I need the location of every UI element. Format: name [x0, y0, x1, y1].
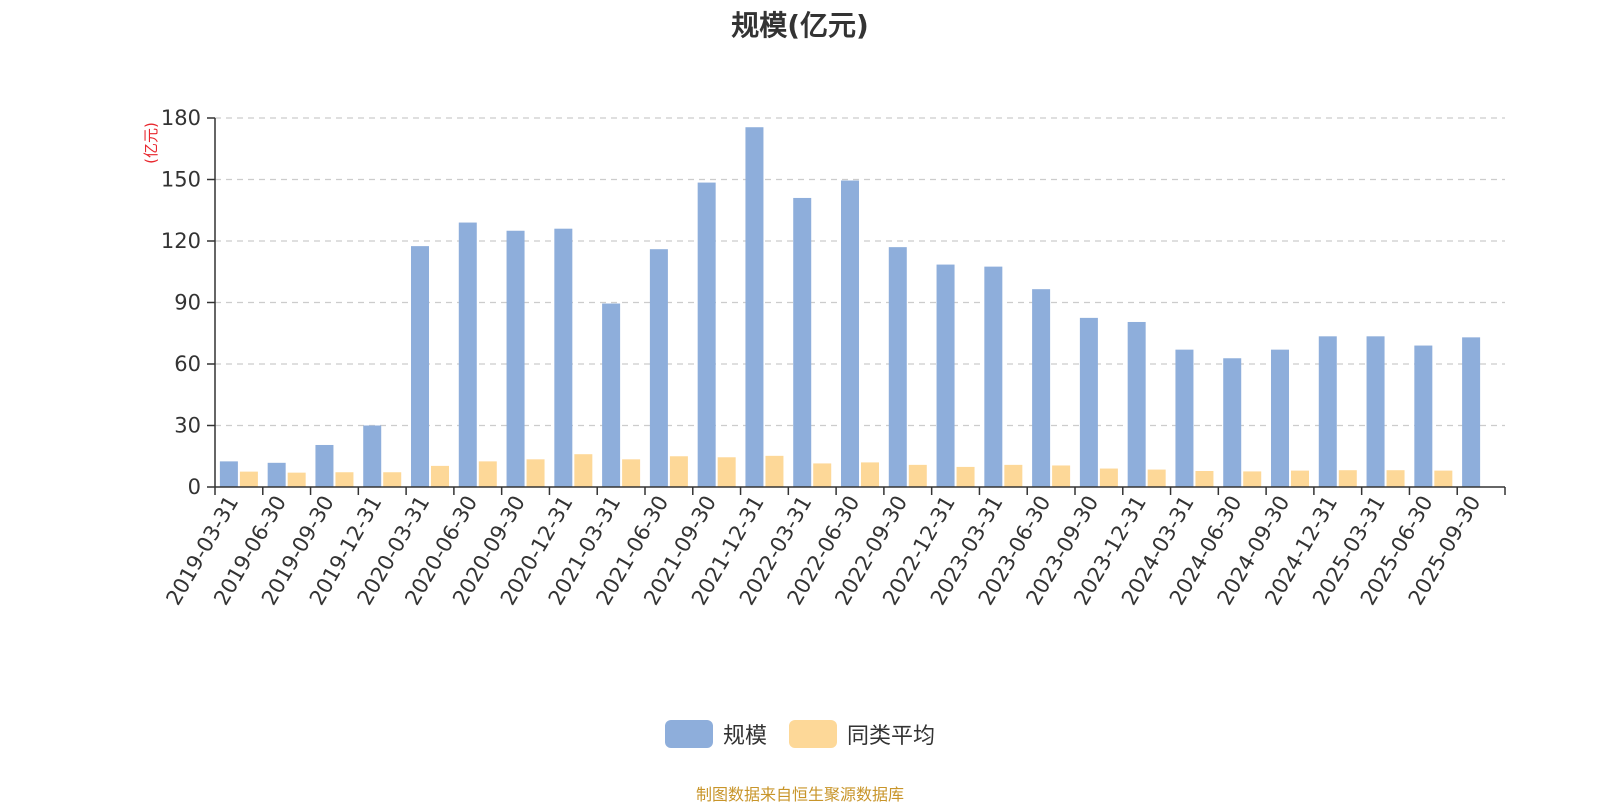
bar-peer-average[interactable] [1338, 470, 1357, 487]
bar-scale[interactable] [984, 266, 1003, 487]
bar-peer-average[interactable] [1434, 470, 1453, 487]
bar-peer-average[interactable] [861, 462, 879, 487]
y-tick-label: 120 [161, 229, 201, 253]
bar-peer-average[interactable] [478, 461, 497, 487]
legend-swatch-scale [664, 720, 713, 748]
y-tick-label: 90 [174, 291, 201, 315]
bar-scale[interactable] [1366, 336, 1385, 487]
y-tick-label: 60 [174, 352, 201, 376]
y-tick-label: 0 [188, 475, 201, 499]
bar-peer-average[interactable] [239, 471, 258, 487]
legend-label-scale: 规模 [722, 724, 767, 749]
bar-peer-average[interactable] [717, 457, 736, 487]
axes: 03060901201501802019-03-312019-06-302019… [161, 106, 1506, 609]
bar-peer-average[interactable] [574, 454, 593, 487]
y-tick-label: 30 [174, 414, 201, 438]
bar-scale[interactable] [1462, 337, 1481, 487]
bar-scale[interactable] [841, 180, 859, 487]
chart-title: 规模(亿元) [731, 9, 869, 42]
bar-peer-average[interactable] [908, 464, 927, 487]
bar-peer-average[interactable] [622, 459, 641, 487]
bar-peer-average[interactable] [431, 465, 449, 487]
y-axis-label: (亿元) [142, 122, 160, 164]
bar-peer-average[interactable] [765, 455, 784, 487]
bar-scale[interactable] [793, 197, 812, 487]
bar-peer-average[interactable] [1195, 471, 1214, 487]
bar-peer-average[interactable] [1386, 470, 1405, 487]
bar-scale[interactable] [1127, 321, 1146, 487]
bar-peer-average[interactable] [1052, 465, 1071, 487]
bar-peer-average[interactable] [287, 472, 306, 487]
bar-scale[interactable] [411, 246, 429, 487]
bar-scale[interactable] [602, 303, 621, 487]
bar-scale[interactable] [1223, 358, 1242, 487]
legend-item-peer-average[interactable]: 同类平均 [789, 718, 935, 750]
bar-scale[interactable] [1271, 349, 1289, 487]
bar-scale[interactable] [888, 247, 907, 487]
bar-scale[interactable] [267, 462, 286, 487]
bar-peer-average[interactable] [383, 472, 402, 487]
bar-scale[interactable] [458, 222, 477, 488]
bar-peer-average[interactable] [1147, 469, 1166, 487]
bar-scale[interactable] [1032, 289, 1051, 487]
bar-peer-average[interactable] [335, 472, 354, 487]
bar-peer-average[interactable] [1099, 468, 1118, 487]
bar-scale[interactable] [363, 425, 382, 488]
bar-peer-average[interactable] [526, 459, 545, 487]
y-tick-label: 150 [161, 168, 201, 192]
legend-label-peer-average: 同类平均 [847, 724, 936, 749]
bar-peer-average[interactable] [669, 456, 688, 487]
chart-legend: 规模 同类平均 [0, 718, 1600, 750]
legend-swatch-peer-average [789, 720, 837, 748]
legend-item-scale[interactable]: 规模 [664, 718, 767, 750]
source-note: 制图数据来自恒生聚源数据库 [695, 785, 904, 804]
bar-scale[interactable] [315, 444, 334, 487]
bar-scale[interactable] [554, 228, 573, 487]
bar-peer-average[interactable] [813, 463, 832, 487]
bars [219, 127, 1481, 488]
bar-scale[interactable] [1079, 317, 1098, 487]
grid-lines [215, 117, 1505, 427]
bar-scale[interactable] [1175, 349, 1194, 487]
bar-scale[interactable] [1318, 336, 1337, 487]
bar-scale[interactable] [1414, 345, 1433, 487]
bar-scale[interactable] [506, 230, 525, 487]
bar-scale[interactable] [649, 249, 668, 487]
bar-peer-average[interactable] [956, 466, 975, 487]
bar-peer-average[interactable] [1004, 464, 1023, 487]
bar-scale[interactable] [936, 264, 955, 487]
bar-scale[interactable] [219, 461, 238, 487]
bar-peer-average[interactable] [1291, 470, 1309, 487]
bar-scale[interactable] [697, 182, 716, 487]
bar-peer-average[interactable] [1243, 471, 1262, 487]
y-tick-label: 180 [161, 106, 201, 130]
bar-scale[interactable] [745, 127, 764, 487]
